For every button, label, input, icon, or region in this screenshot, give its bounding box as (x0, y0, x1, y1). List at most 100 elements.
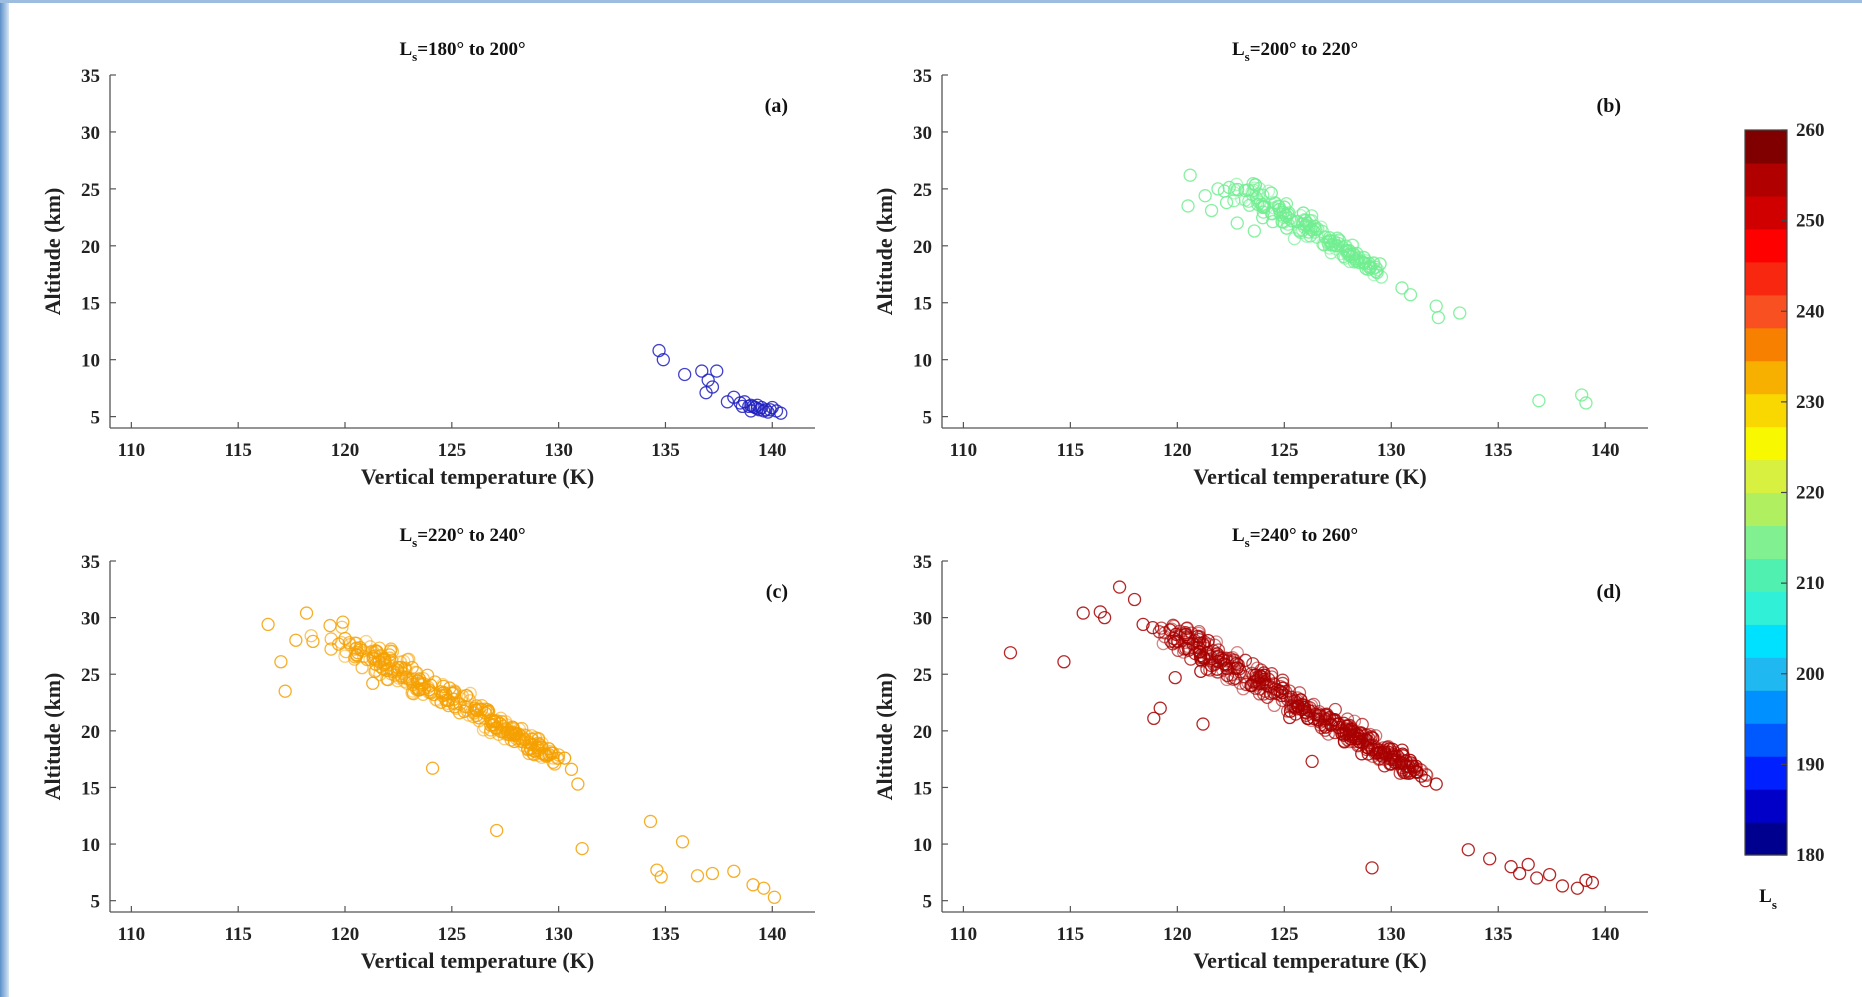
data-point (1232, 662, 1246, 676)
data-point (1303, 229, 1317, 243)
colorbar-segment (1745, 690, 1787, 724)
data-point (1076, 606, 1090, 620)
data-point (366, 651, 380, 666)
data-point (1483, 852, 1497, 866)
y-tick-label: 5 (91, 408, 101, 429)
data-point (1227, 194, 1241, 208)
x-axis-title: Vertical temperature (K) (1193, 948, 1426, 973)
data-point (1346, 247, 1360, 261)
data-point (710, 364, 724, 378)
data-point (336, 615, 350, 629)
y-tick-label: 10 (81, 351, 100, 372)
data-point (521, 742, 535, 756)
panel-tag: (d) (1597, 581, 1621, 603)
data-point (1171, 643, 1185, 658)
data-point (406, 687, 421, 701)
data-point (1330, 238, 1344, 253)
data-point (466, 709, 480, 724)
x-tick-label: 110 (950, 440, 977, 461)
data-point (1267, 677, 1281, 691)
y-tick-label: 25 (913, 180, 932, 201)
data-point (1331, 717, 1345, 731)
data-point (699, 386, 713, 400)
colorbar-label: Ls (1759, 886, 1777, 912)
colorbar-segment (1745, 624, 1787, 658)
data-point (402, 652, 416, 666)
colorbar-segment (1745, 195, 1787, 230)
data-point (436, 679, 451, 693)
x-tick-label: 115 (1057, 440, 1084, 461)
data-point (1112, 580, 1127, 594)
data-point (1275, 688, 1289, 703)
data-point (1362, 256, 1376, 271)
data-point (1532, 394, 1546, 408)
data-point (1363, 261, 1377, 275)
x-tick-label: 135 (1484, 440, 1513, 461)
data-point (474, 702, 489, 717)
data-point (531, 732, 546, 746)
data-point (1575, 388, 1589, 402)
x-tick-label: 125 (1270, 924, 1299, 945)
data-point (527, 744, 542, 758)
data-point (1328, 713, 1342, 727)
data-point (1361, 262, 1376, 277)
data-point (1097, 610, 1112, 625)
data-point (1235, 192, 1249, 206)
x-tick-label: 125 (438, 440, 467, 461)
data-point (1146, 620, 1160, 635)
data-point (1229, 177, 1244, 191)
data-point (1283, 710, 1297, 725)
y-tick-label: 20 (81, 722, 100, 743)
x-tick-label: 110 (118, 924, 145, 945)
y-tick-label: 25 (81, 180, 100, 201)
data-point (571, 777, 585, 791)
data-point (1156, 636, 1170, 651)
data-point (289, 633, 303, 647)
colorbar-tick-label: 240 (1796, 301, 1825, 322)
data-point (1391, 749, 1405, 763)
data-point (1275, 693, 1289, 708)
data-point (1579, 396, 1593, 410)
data-point (1279, 197, 1294, 211)
data-point (675, 835, 690, 849)
data-point (1241, 183, 1255, 197)
data-point (1363, 727, 1377, 742)
data-point (774, 406, 788, 420)
x-axis-title: Vertical temperature (K) (361, 464, 594, 489)
colorbar-tick-label: 210 (1796, 573, 1825, 594)
data-point (403, 673, 418, 687)
y-tick-label: 5 (91, 892, 101, 913)
x-tick-label: 115 (1057, 924, 1084, 945)
data-point (497, 723, 511, 738)
y-tick-label: 15 (81, 778, 100, 799)
data-point (477, 711, 492, 725)
data-point (1320, 712, 1334, 726)
data-point (503, 725, 518, 739)
data-point (1127, 592, 1142, 607)
panel-title: Ls=180° to 200° (399, 39, 525, 64)
x-tick-label: 125 (438, 924, 467, 945)
y-tick-label: 5 (923, 892, 933, 913)
colorbar-tick-label: 260 (1796, 120, 1825, 141)
panel-title: Ls=200° to 220° (1232, 39, 1358, 64)
colorbar-segment (1745, 789, 1787, 823)
data-point (366, 676, 380, 690)
data-point (1365, 743, 1379, 757)
data-point (1429, 299, 1443, 313)
scatter-points (1181, 168, 1593, 410)
data-point (1209, 635, 1223, 649)
y-tick-label: 20 (913, 722, 932, 743)
data-point (1265, 207, 1279, 221)
data-point (1153, 701, 1167, 715)
data-point (1281, 207, 1295, 221)
data-point (1305, 704, 1319, 718)
data-point (1343, 732, 1358, 746)
y-tick-label: 20 (913, 237, 932, 258)
data-point (1167, 619, 1181, 633)
data-point (1429, 777, 1443, 791)
data-point (1579, 873, 1593, 887)
x-tick-label: 135 (651, 924, 680, 945)
x-tick-label: 135 (651, 440, 680, 461)
data-point (1321, 727, 1335, 741)
y-tick-label: 35 (913, 66, 932, 87)
